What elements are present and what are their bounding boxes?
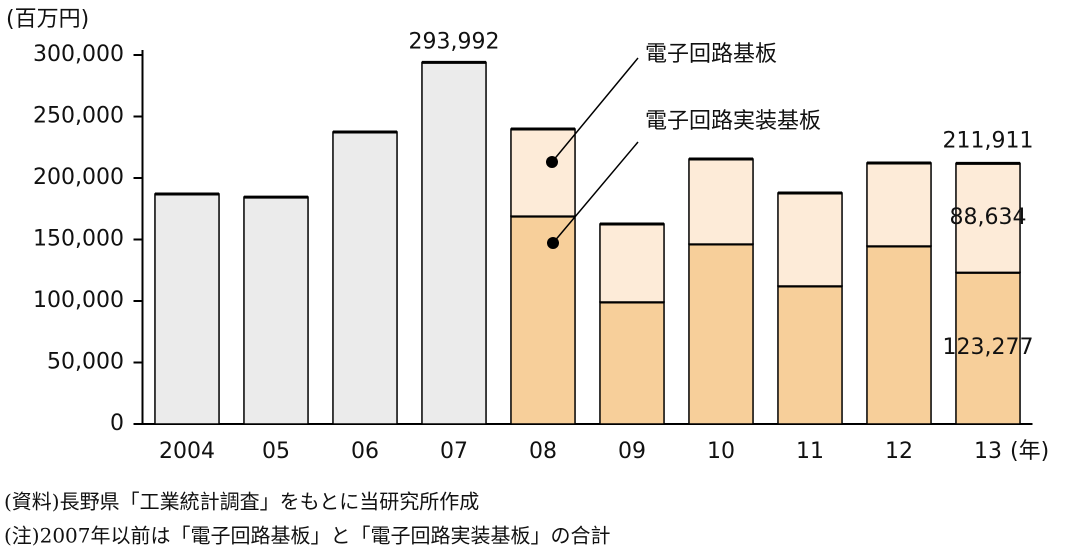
- bar-segment: [510, 215, 576, 425]
- y-unit-label: (百万円): [6, 7, 89, 32]
- x-tick-label: 06: [351, 439, 379, 464]
- x-tick-label: 11: [796, 439, 824, 464]
- bar-segment: [866, 162, 932, 247]
- y-tick-label: 100,000: [33, 288, 124, 313]
- x-unit-label: (年): [1010, 439, 1049, 464]
- bar-segment: [599, 301, 665, 425]
- y-tick-label: 250,000: [33, 104, 124, 129]
- bar-segment: [154, 193, 220, 425]
- bar-segment: [777, 192, 843, 287]
- x-tick-label: 13: [974, 439, 1002, 464]
- bar-segment: [243, 196, 309, 425]
- x-tick-label: 2004: [159, 439, 215, 464]
- leader-dot: [546, 156, 558, 168]
- y-tick-label: 0: [110, 411, 124, 436]
- note: (注)2007年以前は「電子回路基板」と「電子回路実装基板」の合計: [4, 524, 611, 548]
- leader-line: [551, 57, 639, 163]
- legend-label: 電子回路実装基板: [645, 109, 821, 134]
- x-tick-label: 10: [707, 439, 735, 464]
- bar-segment: [688, 158, 754, 245]
- y-tick-label: 300,000: [33, 42, 124, 67]
- legend-label: 電子回路基板: [645, 42, 777, 67]
- x-tick-label: 12: [885, 439, 913, 464]
- bar-segment: [688, 243, 754, 425]
- x-tick-label: 07: [440, 439, 468, 464]
- x-tick-label: 05: [262, 439, 290, 464]
- data-label: 88,634: [950, 205, 1027, 230]
- data-label: 293,992: [409, 29, 500, 54]
- y-tick-label: 200,000: [33, 165, 124, 190]
- bar-segment: [955, 271, 1021, 425]
- y-tick-label: 150,000: [33, 227, 124, 252]
- bar-segment: [510, 128, 576, 217]
- bar-segment: [599, 223, 665, 303]
- x-tick-label: 09: [618, 439, 646, 464]
- y-tick-label: 50,000: [47, 350, 124, 375]
- note: (資料)長野県「工業統計調査」をもとに当研究所作成: [4, 490, 479, 514]
- bar-segment: [421, 61, 487, 425]
- leader-dot: [547, 237, 559, 249]
- total-label: 211,911: [943, 128, 1034, 153]
- bar-segment: [332, 131, 398, 425]
- bar-segment: [777, 285, 843, 425]
- leader-line: [552, 141, 639, 244]
- data-label: 123,277: [943, 335, 1034, 360]
- x-tick-label: 08: [529, 439, 557, 464]
- bar-segment: [955, 162, 1021, 274]
- bar-segment: [866, 245, 932, 425]
